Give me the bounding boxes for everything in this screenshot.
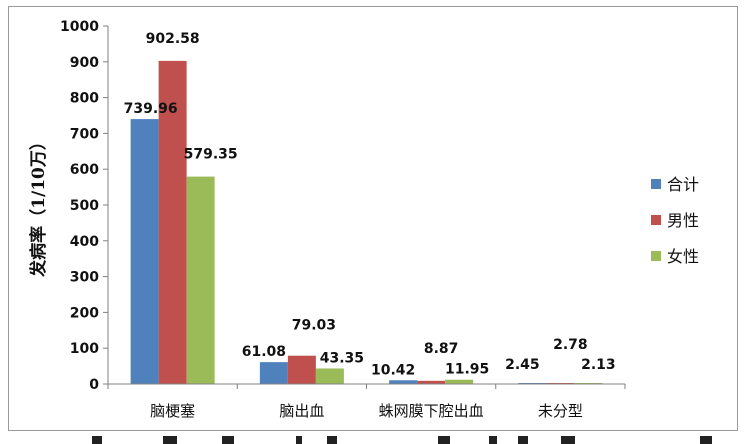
legend-label: 合计: [667, 175, 699, 194]
data-label-1-1: 739.96: [124, 101, 178, 117]
y-tick-label: 700: [70, 126, 99, 142]
bars: [130, 60, 603, 385]
data-label-2-2: 79.03: [292, 318, 336, 334]
bar-1-3: [186, 176, 215, 384]
bar-2-2: [287, 355, 316, 384]
data-label-3-1: 10.42: [371, 362, 415, 378]
legend-label: 男性: [667, 211, 699, 230]
data-labels: 739.96 902.58 579.35 61.08 79.03 43.35 10.42 8.…: [124, 31, 616, 378]
y-axis-title: 发病率（1/10万）: [28, 133, 49, 278]
legend-label: 女性: [667, 247, 699, 266]
data-label-3-2: 8.87: [424, 341, 459, 357]
y-tick-label: 1000: [60, 19, 99, 35]
category-label: 脑梗塞: [150, 402, 195, 420]
category-label: 脑出血: [279, 402, 324, 420]
y-tick-label: 0: [89, 377, 99, 393]
y-tick-label: 100: [70, 341, 99, 357]
bottom-strip: [0, 434, 750, 444]
data-label-2-1: 61.08: [242, 344, 286, 360]
bar-3-1: [389, 380, 418, 384]
data-label-4-3: 2.13: [581, 357, 616, 373]
y-tick-label: 600: [70, 162, 99, 178]
data-label-2-3: 43.35: [320, 350, 364, 366]
y-tick-label: 800: [70, 91, 99, 107]
y-tick-label: 300: [70, 270, 99, 286]
y-tick-label: 500: [70, 198, 99, 214]
legend-swatch: [651, 179, 661, 189]
y-tick-label: 900: [70, 55, 99, 71]
y-axis: 0 100 200 300 400 500 600 700 800 900 1000: [60, 19, 109, 393]
data-label-4-1: 2.45: [505, 357, 540, 373]
bar-3-2: [417, 380, 446, 384]
data-label-1-2: 902.58: [146, 31, 200, 47]
data-label-1-3: 579.35: [184, 147, 238, 163]
y-tick-label: 400: [70, 234, 99, 250]
category-label: 未分型: [538, 402, 583, 420]
y-tick-label: 200: [70, 305, 99, 321]
chart-frame: [8, 6, 738, 431]
data-label-3-3: 11.95: [445, 362, 489, 378]
bar-1-1: [130, 119, 159, 384]
x-axis: 脑梗塞 脑出血 蛛网膜下腔出血 未分型: [107, 383, 626, 420]
data-label-4-2: 2.78: [553, 337, 588, 353]
legend-swatch: [651, 215, 661, 225]
legend-swatch: [651, 251, 661, 261]
bar-2-3: [315, 368, 344, 384]
bar-1-2: [158, 60, 187, 385]
category-label: 蛛网膜下腔出血: [379, 402, 484, 420]
bar-2-1: [259, 362, 288, 384]
bar-3-3: [445, 379, 474, 384]
